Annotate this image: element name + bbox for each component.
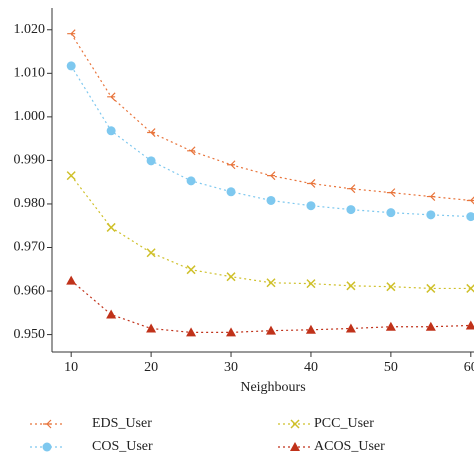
legend-label: COS_User	[92, 439, 153, 454]
legend-marker	[290, 419, 300, 429]
point	[66, 275, 77, 285]
point	[465, 320, 474, 330]
point	[67, 29, 76, 39]
point	[107, 92, 116, 102]
x-tick-label: 20	[144, 360, 158, 375]
y-tick-label: 0.970	[14, 240, 46, 255]
point	[346, 281, 356, 291]
point	[146, 323, 157, 333]
point	[266, 278, 276, 288]
x-axis-label: Neighbours	[240, 380, 305, 395]
point	[345, 323, 356, 333]
point	[226, 187, 236, 197]
point	[146, 248, 156, 258]
x-tick-label: 30	[224, 360, 238, 375]
point	[386, 282, 396, 292]
series-line	[70, 65, 471, 218]
point	[186, 265, 196, 275]
point	[265, 325, 276, 335]
y-tick-label: 0.950	[14, 327, 46, 342]
point	[426, 192, 436, 201]
point	[466, 283, 474, 293]
y-tick-label: 0.980	[14, 196, 46, 211]
legend-label: PCC_User	[314, 416, 374, 431]
point	[226, 272, 236, 282]
point	[227, 160, 236, 170]
y-tick-label: 0.990	[14, 153, 46, 168]
point	[426, 283, 436, 293]
point	[466, 196, 474, 205]
point	[426, 210, 436, 220]
point	[146, 156, 156, 166]
point	[106, 126, 116, 136]
point	[386, 188, 396, 198]
point	[346, 184, 356, 194]
y-tick-label: 1.020	[14, 22, 46, 37]
legend-marker	[290, 442, 300, 451]
point	[306, 179, 316, 188]
series-line	[70, 280, 471, 334]
point	[147, 128, 156, 137]
point	[425, 321, 436, 331]
point	[106, 222, 116, 232]
point	[305, 324, 316, 334]
point	[106, 309, 117, 319]
y-tick-label: 1.010	[14, 66, 46, 81]
point	[466, 212, 474, 222]
point	[346, 205, 356, 215]
x-tick-label: 50	[384, 360, 398, 375]
series-line	[70, 175, 471, 290]
x-tick-label: 60	[464, 360, 474, 375]
point	[266, 171, 276, 181]
x-tick-label: 40	[304, 360, 318, 375]
point	[226, 327, 237, 337]
legend-marker	[43, 419, 52, 429]
point	[306, 279, 316, 289]
point	[186, 327, 197, 337]
point	[266, 195, 276, 205]
y-tick-label: 1.000	[14, 109, 46, 124]
point	[306, 201, 316, 211]
point	[386, 208, 396, 218]
legend-label: ACOS_User	[314, 439, 385, 454]
y-tick-label: 0.960	[14, 283, 46, 298]
point	[66, 171, 76, 181]
point	[66, 61, 76, 71]
x-tick-label: 10	[64, 360, 78, 375]
legend-label: EDS_User	[92, 416, 152, 431]
point	[187, 146, 196, 156]
point	[385, 321, 396, 331]
legend-marker	[42, 442, 52, 452]
point	[186, 176, 196, 186]
